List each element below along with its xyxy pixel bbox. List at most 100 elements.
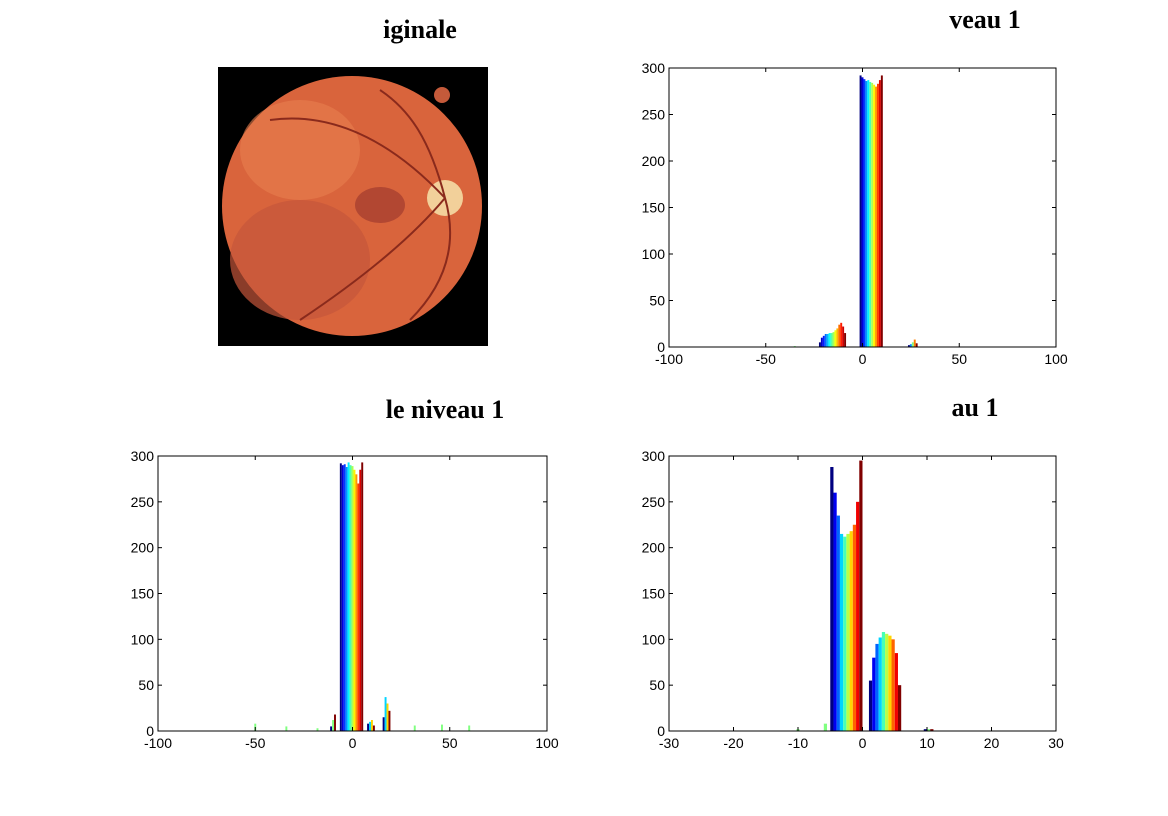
bar <box>888 635 892 731</box>
bar <box>885 633 889 731</box>
y-tick-label: 0 <box>657 339 665 355</box>
y-tick-label: 150 <box>642 586 666 602</box>
chart-title: au 1 <box>952 393 999 422</box>
x-tick-label: 50 <box>442 735 458 751</box>
bar <box>873 84 876 348</box>
bar <box>832 332 835 347</box>
bar <box>468 725 471 731</box>
y-tick-label: 0 <box>146 723 154 739</box>
x-tick-label: 0 <box>859 735 867 751</box>
bar <box>839 533 844 731</box>
bar <box>849 531 853 731</box>
bar <box>923 729 927 731</box>
bar <box>824 333 827 347</box>
y-tick-label: 200 <box>642 540 666 556</box>
bar <box>856 501 860 731</box>
bar <box>828 333 831 347</box>
y-tick-label: 100 <box>642 246 666 262</box>
bar <box>820 337 823 347</box>
y-tick-label: 250 <box>131 494 155 510</box>
image-title: iginale <box>383 15 457 44</box>
bar <box>285 726 288 731</box>
bar <box>842 326 845 347</box>
bar <box>345 467 348 731</box>
bar <box>891 639 895 731</box>
bar <box>361 462 364 731</box>
bar <box>875 643 879 731</box>
bar <box>351 466 354 731</box>
bar <box>915 343 918 347</box>
bar <box>370 720 373 731</box>
bar <box>878 637 882 731</box>
x-tick-label: -50 <box>756 351 776 367</box>
bar <box>859 75 862 347</box>
y-tick-label: 50 <box>649 677 665 693</box>
bar <box>334 714 336 731</box>
bar <box>877 83 879 347</box>
y-tick-label: 50 <box>138 677 154 693</box>
bar <box>868 680 873 731</box>
x-tick-label: 0 <box>349 735 357 751</box>
bar <box>316 728 319 731</box>
y-tick-label: 0 <box>657 723 665 739</box>
x-tick-label: 50 <box>951 351 967 367</box>
y-tick-label: 100 <box>131 631 155 647</box>
chart-title: le niveau 1 <box>386 395 504 424</box>
bar <box>355 474 358 731</box>
fundus-image <box>218 67 488 346</box>
bar <box>930 729 934 731</box>
x-tick-label: 100 <box>535 735 559 751</box>
bar <box>822 335 825 347</box>
bar <box>386 703 389 731</box>
x-tick-label: 10 <box>919 735 935 751</box>
x-tick-label: -10 <box>788 735 808 751</box>
x-tick-label: 0 <box>859 351 867 367</box>
x-tick-label: -30 <box>659 735 679 751</box>
y-tick-label: 50 <box>649 293 665 309</box>
bar <box>897 685 902 731</box>
y-tick-label: 200 <box>642 153 666 169</box>
bar <box>382 717 385 731</box>
bar <box>880 75 883 347</box>
bar <box>913 339 916 347</box>
bar <box>349 465 352 731</box>
x-tick-label: -50 <box>245 735 265 751</box>
bar <box>347 462 350 731</box>
bar <box>878 80 881 347</box>
bar <box>341 465 344 731</box>
bar <box>861 77 864 348</box>
x-tick-label: 100 <box>1044 351 1068 367</box>
chart-title: veau 1 <box>949 5 1021 34</box>
bar <box>872 657 876 731</box>
x-tick-label: -20 <box>723 735 743 751</box>
bar <box>859 460 863 731</box>
bar <box>834 330 837 347</box>
bar <box>384 697 387 731</box>
x-tick-label: -100 <box>144 735 172 751</box>
bar <box>359 469 362 731</box>
bar <box>836 328 839 347</box>
bar <box>838 324 841 347</box>
bar <box>343 464 346 731</box>
bar <box>846 533 850 731</box>
bar <box>440 724 443 731</box>
y-tick-label: 250 <box>642 107 666 123</box>
bar <box>388 710 391 731</box>
bar <box>833 492 837 731</box>
bar <box>369 721 371 731</box>
x-tick-label: -100 <box>655 351 683 367</box>
y-tick-label: 300 <box>642 60 666 76</box>
y-tick-label: 250 <box>642 494 666 510</box>
bar <box>894 653 898 731</box>
bar <box>865 81 868 348</box>
x-tick-label: 30 <box>1048 735 1064 751</box>
bar <box>869 81 872 347</box>
bar <box>871 82 874 347</box>
y-tick-label: 150 <box>642 200 666 216</box>
bar <box>852 524 857 731</box>
bar <box>843 536 847 731</box>
y-tick-label: 200 <box>131 540 155 556</box>
bar <box>818 342 821 347</box>
bar <box>353 469 356 731</box>
bar <box>372 725 375 731</box>
